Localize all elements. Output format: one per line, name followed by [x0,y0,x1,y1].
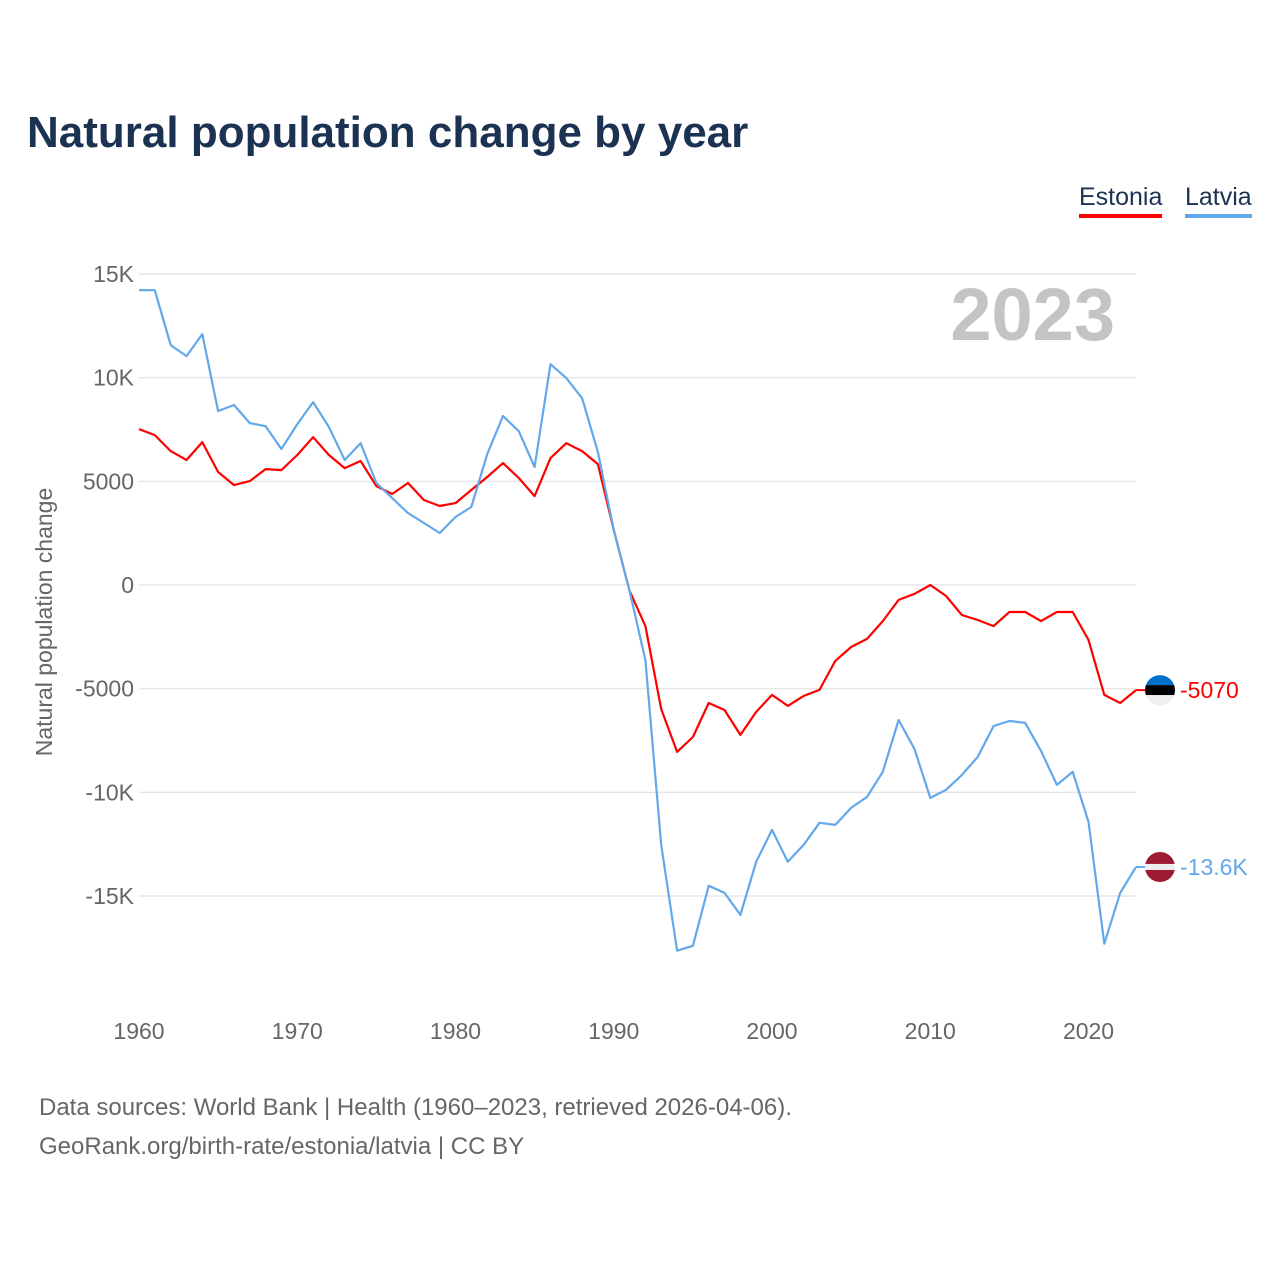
source-note: Data sources: World Bank | Health (1960–… [39,1088,792,1166]
legend-latvia[interactable]: Latvia [1185,183,1252,218]
source-line-1: Data sources: World Bank | Health (1960–… [39,1094,792,1121]
source-link[interactable]: GeoRank.org/birth-rate/estonia/latvia | … [39,1133,525,1160]
y-tick-label: -10K [85,779,134,805]
end-value-label: -5070 [1180,677,1239,703]
y-tick-label: -5000 [75,676,134,702]
x-tick-label: 2000 [746,1018,797,1044]
series-line-latvia [139,289,1137,952]
latvia-flag-icon [1145,851,1175,882]
y-tick-label: 5000 [83,468,134,494]
x-tick-label: 1960 [113,1018,164,1044]
x-tick-label: 1990 [588,1018,639,1044]
estonia-flag-icon [1145,675,1175,706]
end-value-label: -13.6K [1180,854,1248,880]
y-tick-label: 0 [121,572,134,598]
y-axis-label: Natural population change [31,488,57,757]
x-tick-label: 1980 [430,1018,481,1044]
x-tick-label: 2020 [1063,1018,1114,1044]
legend-estonia[interactable]: Estonia [1079,183,1163,218]
y-tick-label: 10K [93,365,135,391]
x-tick-label: 2010 [905,1018,956,1044]
series-line-estonia [138,428,1137,754]
chart-title: Natural population change by year [27,108,749,157]
year-label: 2023 [950,273,1115,356]
y-tick-label: -15K [85,883,134,909]
y-tick-label: 15K [93,261,135,287]
x-tick-label: 1970 [272,1018,323,1044]
